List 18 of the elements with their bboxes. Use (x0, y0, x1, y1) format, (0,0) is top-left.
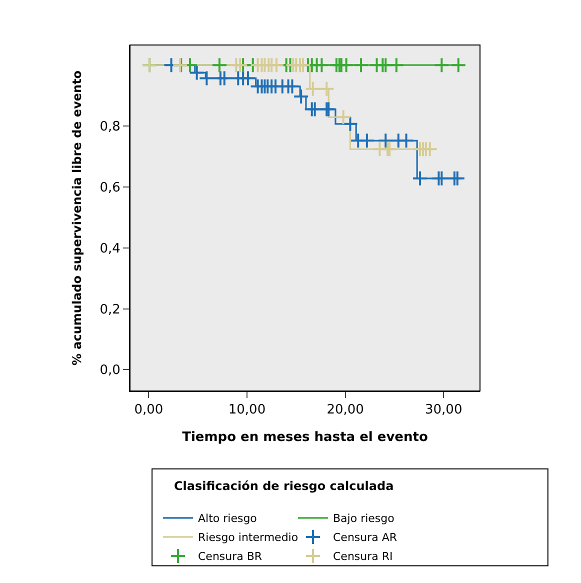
legend-label: Censura BR (198, 550, 262, 564)
legend-label: Bajo riesgo (333, 512, 395, 526)
y-tick-label: 0,8 (100, 120, 120, 135)
legend-title: Clasificación de riesgo calculada (174, 479, 394, 493)
legend-label: Riesgo intermedio (198, 531, 298, 544)
x-tick-label: 30,00 (425, 402, 462, 418)
y-tick-label: 0,4 (100, 241, 120, 256)
y-tick-label: 0,6 (100, 180, 120, 196)
x-axis-title: Tiempo en meses hasta el evento (182, 430, 428, 446)
y-tick-label: 0,2 (100, 302, 120, 318)
y-tick-label: 0,0 (100, 363, 120, 378)
x-tick-label: 10,00 (228, 402, 266, 418)
legend-label: Alto riesgo (198, 512, 258, 526)
legend-label: Censura RI (333, 550, 393, 564)
y-axis-title: % acumulado supervivencia libre de evento (70, 70, 84, 366)
x-tick-label: 0,00 (134, 402, 164, 418)
legend-label: Censura AR (333, 531, 398, 544)
x-tick-label: 20,00 (326, 402, 364, 418)
